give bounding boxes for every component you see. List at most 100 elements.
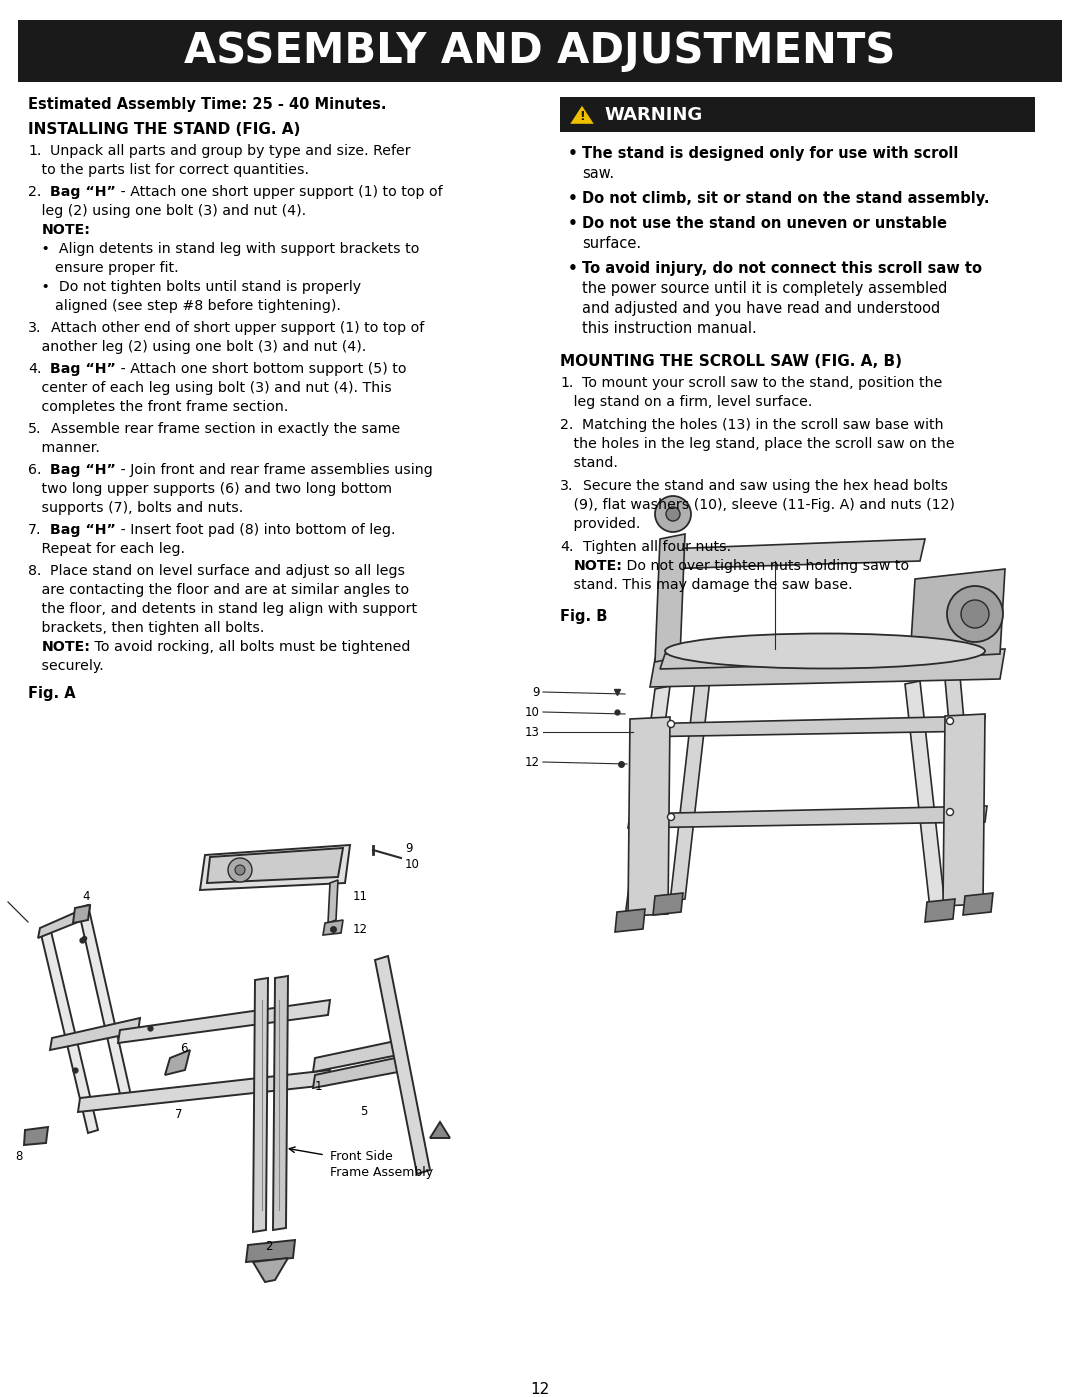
Polygon shape [313, 1039, 400, 1071]
Polygon shape [246, 1241, 295, 1261]
Polygon shape [963, 893, 993, 915]
Text: •: • [568, 147, 578, 161]
Text: Attach other end of short upper support (1) to top of: Attach other end of short upper support … [41, 321, 423, 335]
Polygon shape [660, 539, 924, 569]
Text: 10: 10 [405, 858, 420, 870]
Polygon shape [924, 900, 955, 922]
Text: 3.: 3. [561, 479, 573, 493]
Text: •  Do not tighten bolts until stand is properly: • Do not tighten bolts until stand is pr… [28, 279, 361, 293]
Text: !: ! [579, 110, 585, 123]
Text: •: • [568, 261, 578, 277]
Text: Do not over tighten nuts holding saw to: Do not over tighten nuts holding saw to [622, 559, 909, 573]
Text: 1.: 1. [28, 144, 41, 158]
Polygon shape [375, 956, 430, 1173]
Text: the holes in the leg stand, place the scroll saw on the: the holes in the leg stand, place the sc… [561, 437, 955, 451]
Text: Tighten all four nuts.: Tighten all four nuts. [573, 541, 731, 555]
Text: stand. This may damage the saw base.: stand. This may damage the saw base. [561, 578, 852, 592]
Text: 4: 4 [82, 890, 90, 902]
Text: 6.: 6. [28, 462, 41, 476]
Text: Assemble rear frame section in exactly the same: Assemble rear frame section in exactly t… [41, 422, 400, 436]
Text: to the parts list for correct quantities.: to the parts list for correct quantities… [28, 163, 309, 177]
Text: 4.: 4. [28, 362, 41, 376]
Text: (9), flat washers (10), sleeve (11-Fig. A) and nuts (12): (9), flat washers (10), sleeve (11-Fig. … [561, 497, 955, 511]
Text: another leg (2) using one bolt (3) and nut (4).: another leg (2) using one bolt (3) and n… [28, 339, 366, 353]
Polygon shape [943, 714, 985, 907]
Circle shape [667, 813, 675, 820]
Text: MOUNTING THE SCROLL SAW (FIG. A, B): MOUNTING THE SCROLL SAW (FIG. A, B) [561, 353, 902, 369]
Text: 1: 1 [315, 1080, 323, 1092]
Text: this instruction manual.: this instruction manual. [582, 321, 757, 337]
Polygon shape [910, 569, 1005, 659]
Text: brackets, then tighten all bolts.: brackets, then tighten all bolts. [28, 622, 265, 636]
Text: 10: 10 [525, 705, 540, 718]
Text: 1.: 1. [561, 376, 573, 390]
Text: - Join front and rear frame assemblies using: - Join front and rear frame assemblies u… [117, 462, 433, 476]
Text: Do not climb, sit or stand on the stand assembly.: Do not climb, sit or stand on the stand … [582, 191, 989, 205]
Text: NOTE:: NOTE: [573, 559, 622, 573]
Text: Repeat for each leg.: Repeat for each leg. [28, 542, 185, 556]
FancyBboxPatch shape [561, 96, 1035, 131]
Text: stand.: stand. [561, 455, 618, 469]
Polygon shape [627, 806, 987, 828]
Text: Place stand on level surface and adjust so all legs: Place stand on level surface and adjust … [41, 564, 405, 578]
Text: NOTE:: NOTE: [41, 640, 91, 654]
Polygon shape [50, 1018, 140, 1051]
Text: 13: 13 [525, 725, 540, 739]
Text: manner.: manner. [28, 441, 99, 455]
Polygon shape [615, 909, 645, 932]
Text: Bag “H”: Bag “H” [51, 362, 117, 376]
Polygon shape [670, 679, 710, 902]
Polygon shape [253, 1259, 288, 1282]
Polygon shape [253, 978, 268, 1232]
Ellipse shape [665, 633, 985, 669]
Text: To avoid injury, do not connect this scroll saw to: To avoid injury, do not connect this scr… [582, 261, 982, 277]
Text: 11: 11 [353, 890, 368, 902]
Text: 2.: 2. [28, 184, 41, 198]
Text: 9: 9 [532, 686, 540, 698]
Text: supports (7), bolts and nuts.: supports (7), bolts and nuts. [28, 502, 243, 515]
Text: INSTALLING THE STAND (FIG. A): INSTALLING THE STAND (FIG. A) [28, 122, 300, 137]
Text: Unpack all parts and group by type and size. Refer: Unpack all parts and group by type and s… [41, 144, 411, 158]
Text: two long upper supports (6) and two long bottom: two long upper supports (6) and two long… [28, 482, 392, 496]
Text: securely.: securely. [28, 659, 104, 673]
Text: •: • [568, 191, 578, 205]
Text: 12: 12 [353, 923, 368, 936]
Polygon shape [313, 1058, 400, 1088]
Text: 12: 12 [525, 756, 540, 768]
Text: Bag “H”: Bag “H” [51, 462, 117, 476]
Text: the power source until it is completely assembled: the power source until it is completely … [582, 281, 947, 296]
Polygon shape [430, 1122, 450, 1139]
Text: saw.: saw. [582, 166, 615, 182]
Text: leg stand on a firm, level surface.: leg stand on a firm, level surface. [561, 395, 812, 409]
Text: Estimated Assembly Time: 25 - 40 Minutes.: Estimated Assembly Time: 25 - 40 Minutes… [28, 96, 387, 112]
Text: Do not use the stand on uneven or unstable: Do not use the stand on uneven or unstab… [582, 217, 947, 231]
Text: provided.: provided. [561, 517, 640, 531]
Text: 7: 7 [175, 1108, 183, 1120]
Text: Fig. B: Fig. B [561, 609, 607, 624]
Polygon shape [653, 893, 683, 915]
Circle shape [654, 496, 691, 532]
Polygon shape [207, 848, 343, 883]
Text: •  Align detents in stand leg with support brackets to: • Align detents in stand leg with suppor… [28, 242, 419, 256]
Polygon shape [78, 905, 132, 1104]
Text: Front Side: Front Side [330, 1150, 393, 1162]
Text: Bag “H”: Bag “H” [51, 184, 117, 198]
Text: 6: 6 [180, 1042, 188, 1055]
Text: center of each leg using bolt (3) and nut (4). This: center of each leg using bolt (3) and nu… [28, 381, 392, 395]
Text: surface.: surface. [582, 236, 642, 251]
Circle shape [946, 809, 954, 816]
Text: To mount your scroll saw to the stand, position the: To mount your scroll saw to the stand, p… [573, 376, 943, 390]
Polygon shape [273, 977, 288, 1229]
Text: 3.: 3. [28, 321, 41, 335]
Polygon shape [118, 1000, 330, 1044]
Text: 8.: 8. [28, 564, 41, 578]
Text: the floor, and detents in stand leg align with support: the floor, and detents in stand leg alig… [28, 602, 417, 616]
Polygon shape [905, 680, 945, 909]
Text: - Attach one short bottom support (5) to: - Attach one short bottom support (5) to [117, 362, 407, 376]
Polygon shape [200, 845, 350, 890]
Text: - Attach one short upper support (1) to top of: - Attach one short upper support (1) to … [117, 184, 443, 198]
Text: 9: 9 [405, 842, 413, 855]
Text: Matching the holes (13) in the scroll saw base with: Matching the holes (13) in the scroll sa… [573, 418, 944, 432]
Polygon shape [323, 921, 343, 935]
Polygon shape [569, 105, 595, 124]
